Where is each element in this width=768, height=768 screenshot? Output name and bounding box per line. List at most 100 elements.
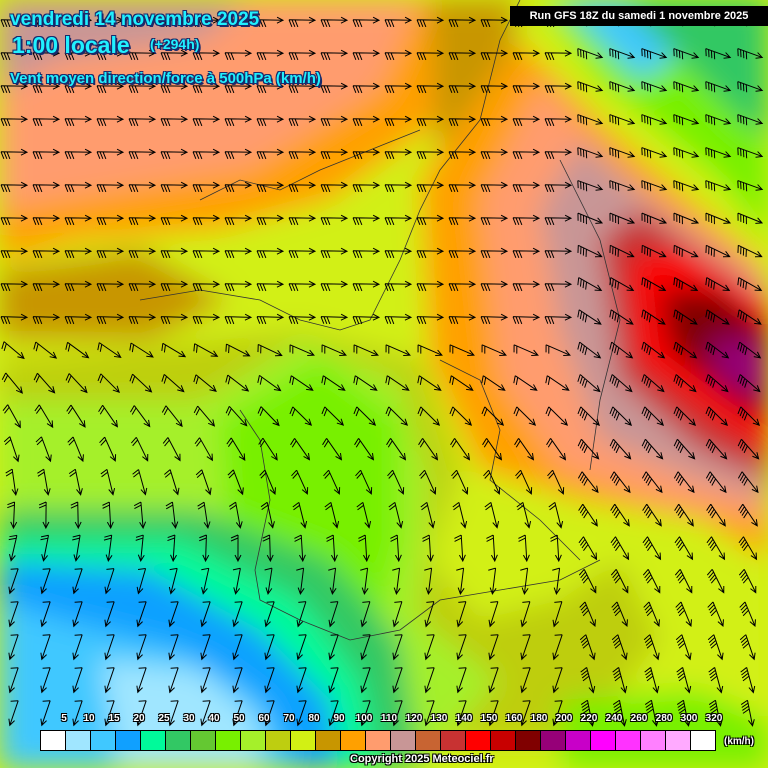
wind-barb <box>737 147 764 159</box>
wind-barb <box>224 16 253 28</box>
wind-barb <box>200 667 211 694</box>
wind-barb <box>128 181 157 193</box>
wind-barb <box>70 501 82 530</box>
wind-barb <box>512 82 541 94</box>
wind-barb <box>448 214 477 226</box>
wind-barb <box>257 374 282 392</box>
wind-barb <box>384 313 413 325</box>
wind-barb <box>552 667 563 694</box>
wind-barb <box>290 438 311 461</box>
wind-barb <box>288 313 317 325</box>
wind-barb <box>128 148 157 160</box>
wind-barb <box>609 406 633 426</box>
legend-swatch <box>266 731 291 750</box>
wind-barb <box>705 147 732 159</box>
wind-barb <box>486 534 498 563</box>
wind-barb <box>577 48 604 60</box>
wind-barb <box>737 406 761 426</box>
wind-barb <box>320 148 349 160</box>
legend-label: 70 <box>283 713 295 724</box>
legend-swatch <box>341 731 366 750</box>
wind-barb <box>256 82 285 94</box>
wind-barb <box>384 181 413 193</box>
wind-barb <box>353 375 378 391</box>
wind-barb <box>481 375 506 391</box>
wind-barb <box>480 49 509 61</box>
legend-label: 5 <box>61 713 67 724</box>
wind-barb <box>416 49 445 61</box>
wind-barb <box>288 115 317 127</box>
wind-barb <box>641 114 668 126</box>
wind-barb <box>705 406 729 426</box>
wind-barb <box>136 634 147 661</box>
wind-barb <box>40 534 50 562</box>
wind-barb <box>739 634 756 661</box>
wind-barb <box>641 406 665 426</box>
wind-barb <box>488 601 499 628</box>
wind-barb <box>288 16 317 28</box>
wind-barb <box>512 181 541 193</box>
wind-barb <box>353 406 377 426</box>
legend-swatch <box>241 731 266 750</box>
wind-barb <box>296 634 307 661</box>
wind-barb <box>34 404 54 429</box>
wind-barb <box>387 469 405 495</box>
legend-label: 200 <box>555 713 573 724</box>
wind-barb <box>737 180 764 192</box>
wind-barb <box>40 634 51 661</box>
wind-barb <box>644 699 659 727</box>
wind-barb <box>674 536 694 561</box>
wind-barb <box>673 147 700 159</box>
wind-barb <box>737 309 762 325</box>
wind-barb <box>104 601 115 628</box>
wind-barb <box>320 82 349 94</box>
wind-barb <box>456 601 467 628</box>
wind-barb <box>256 181 285 193</box>
wind-barb <box>224 82 253 94</box>
wind-barb <box>32 82 61 94</box>
wind-barb <box>160 280 189 292</box>
wind-barb <box>577 309 602 325</box>
wind-barb <box>705 341 730 359</box>
legend-swatch <box>641 731 666 750</box>
wind-barb <box>706 569 725 594</box>
wind-barb <box>289 375 314 391</box>
wind-barb <box>520 567 529 596</box>
wind-barb <box>708 699 723 727</box>
wind-barb <box>224 49 253 61</box>
wind-barb <box>641 309 666 325</box>
wind-barb <box>641 374 665 393</box>
wind-barb <box>578 503 598 527</box>
legend-label: 120 <box>405 713 423 724</box>
wind-barb <box>1 341 25 360</box>
wind-barb <box>676 667 692 694</box>
wind-barb <box>256 115 285 127</box>
wind-barb <box>232 667 243 694</box>
wind-barb <box>643 634 660 661</box>
wind-barb <box>68 468 83 496</box>
wind-barb <box>384 214 413 226</box>
wind-barb <box>512 313 541 325</box>
legend-swatch <box>691 731 715 750</box>
wind-barb <box>72 634 83 661</box>
wind-barb <box>512 49 541 61</box>
wind-barb <box>0 247 29 259</box>
wind-barb <box>0 181 29 193</box>
wind-barb <box>264 634 275 661</box>
wind-barb <box>195 469 212 496</box>
legend-label: 60 <box>258 713 270 724</box>
wind-barb <box>424 667 435 694</box>
wind-barb <box>737 438 760 460</box>
legend-label: 180 <box>530 713 548 724</box>
wind-barb <box>326 534 338 563</box>
wind-barb <box>360 601 371 628</box>
wind-barb <box>609 212 636 225</box>
wind-barb <box>673 244 699 258</box>
wind-barb <box>419 469 437 495</box>
wind-barb <box>418 438 439 461</box>
legend-swatch <box>441 731 466 750</box>
wind-barb <box>738 536 758 561</box>
wind-barb <box>201 567 210 595</box>
wind-barb <box>488 634 499 661</box>
wind-barb <box>512 115 541 127</box>
